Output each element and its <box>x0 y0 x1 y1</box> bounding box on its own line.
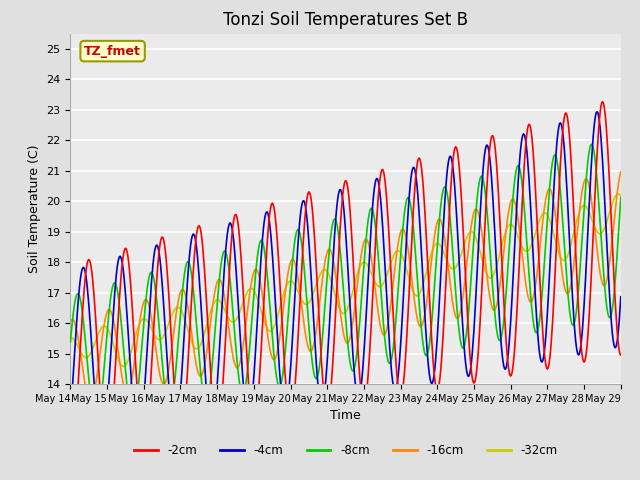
Legend: -2cm, -4cm, -8cm, -16cm, -32cm: -2cm, -4cm, -8cm, -16cm, -32cm <box>129 439 562 461</box>
X-axis label: Time: Time <box>330 409 361 422</box>
Title: Tonzi Soil Temperatures Set B: Tonzi Soil Temperatures Set B <box>223 11 468 29</box>
Y-axis label: Soil Temperature (C): Soil Temperature (C) <box>28 144 41 273</box>
Text: TZ_fmet: TZ_fmet <box>84 45 141 58</box>
